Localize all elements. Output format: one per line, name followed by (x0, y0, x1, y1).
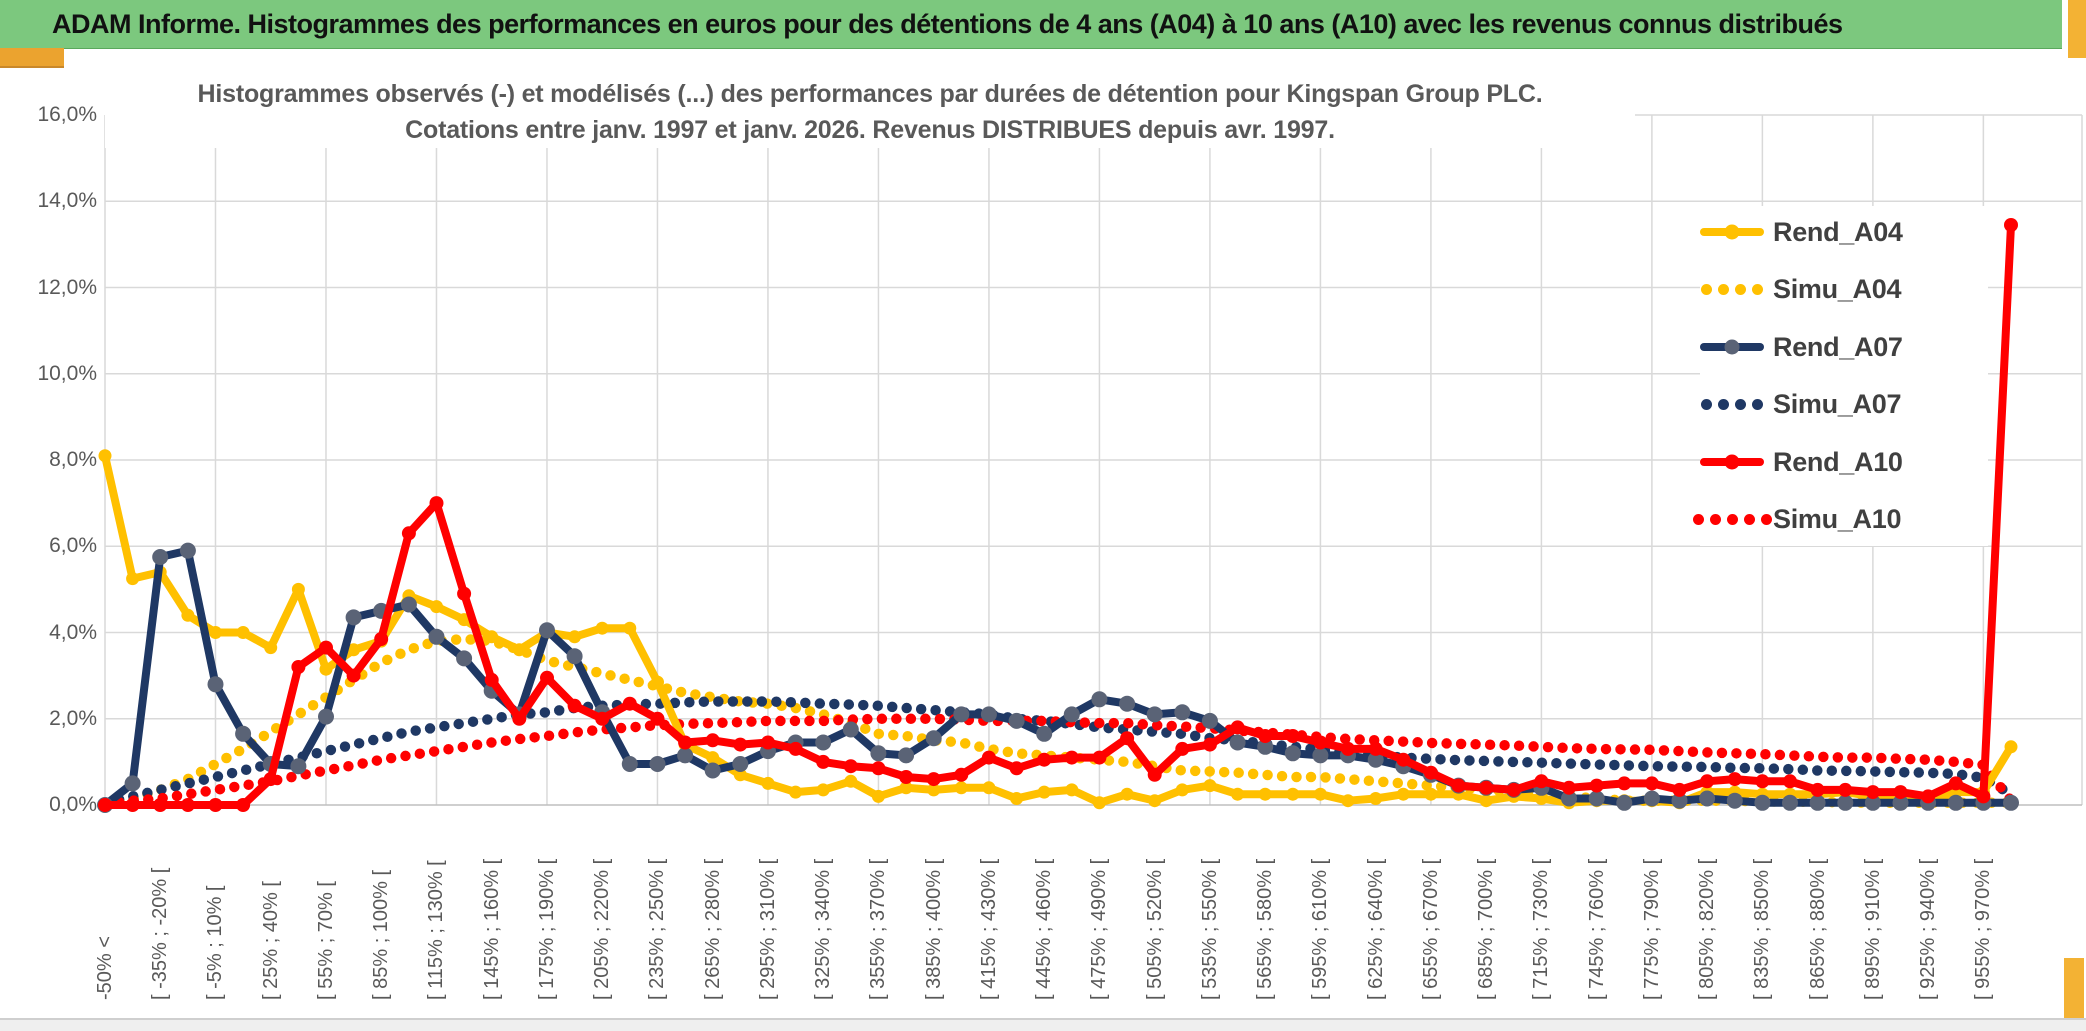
x-tick-label: [ 115% ; 130% [ (425, 860, 448, 1000)
x-tick-label: [ 505% ; 520% [ (1143, 858, 1166, 1000)
x-tick-label: [ 385% ; 400% [ (922, 858, 945, 1000)
x-tick-label: [ 925% ; 940% [ (1917, 858, 1940, 1000)
legend-label: Rend_A07 (1773, 331, 1903, 362)
x-tick-label: [ 175% ; 190% [ (535, 858, 558, 1000)
x-tick-label: [ 25% ; 40% [ (259, 881, 282, 1000)
x-tick-label: [ 595% ; 610% [ (1309, 858, 1332, 1000)
y-tick-label: 4,0% (49, 620, 97, 644)
y-tick-label: 2,0% (49, 706, 97, 730)
x-tick-label: [ -5% ; 10% [ (204, 885, 227, 1001)
x-tick-label: [ 415% ; 430% [ (977, 858, 1000, 1000)
x-tick-label: [ 835% ; 850% [ (1751, 858, 1774, 1000)
y-tick-label: 16,0% (37, 103, 97, 126)
chart-title-line1: Histogrammes observés (-) et modélisés (… (197, 80, 1543, 108)
banner-title: ADAM Informe. Histogrammes des performan… (52, 8, 1843, 39)
x-tick-label: [ 145% ; 160% [ (480, 858, 503, 1000)
x-tick-label: -50% < (94, 936, 116, 1000)
legend-item-simu_a10[interactable]: Simu_A10 (1692, 498, 1988, 542)
y-tick-label: 10,0% (37, 361, 97, 385)
chart-title: Histogrammes observés (-) et modélisés (… (105, 76, 1635, 148)
legend-item-simu_a07[interactable]: Simu_A07 (1700, 383, 1988, 427)
legend-dotted-sample (1692, 514, 1772, 526)
x-tick-label: [ 715% ; 730% [ (1530, 858, 1553, 1000)
x-tick-label: [ 865% ; 880% [ (1806, 858, 1829, 1000)
x-tick-label: [ 295% ; 310% [ (756, 858, 779, 1000)
chart-legend: Rend_A04 Simu_A04 Rend_A07 Simu_A07 Rend_A10… (1692, 206, 1988, 546)
y-tick-label: 8,0% (49, 448, 97, 471)
x-tick-label: [ 265% ; 280% [ (701, 858, 724, 1000)
legend-label: Rend_A10 (1773, 446, 1903, 477)
legend-line-sample (1700, 339, 1764, 355)
x-tick-label: [ 805% ; 820% [ (1696, 858, 1719, 1000)
y-tick-label: 14,0% (37, 189, 97, 213)
legend-label: Simu_A07 (1773, 389, 1902, 420)
x-tick-label: [ 445% ; 460% [ (1033, 858, 1056, 1000)
x-tick-label: [ 475% ; 490% [ (1088, 858, 1111, 1000)
title-banner: ADAM Informe. Histogrammes des performan… (0, 0, 2062, 49)
x-tick-label: [ 565% ; 580% [ (1254, 858, 1277, 1000)
x-tick-label: [ 625% ; 640% [ (1364, 858, 1387, 1000)
x-tick-label: [ 895% ; 910% [ (1861, 858, 1884, 1000)
legend-item-rend_a07[interactable]: Rend_A07 (1700, 325, 1988, 369)
legend-label: Simu_A04 (1773, 274, 1902, 305)
gold-corner-accent (0, 48, 64, 68)
x-tick-label: [ 745% ; 760% [ (1585, 858, 1608, 1000)
x-tick-label: [ 85% ; 100% [ (370, 869, 393, 1000)
x-tick-label: [ 355% ; 370% [ (867, 858, 890, 1000)
legend-item-rend_a10[interactable]: Rend_A10 (1700, 440, 1988, 484)
legend-label: Rend_A04 (1773, 216, 1903, 247)
legend-item-simu_a04[interactable]: Simu_A04 (1700, 268, 1988, 312)
bottom-separator (0, 1018, 2086, 1031)
legend-line-sample (1700, 454, 1764, 470)
legend-dotted-sample (1700, 284, 1764, 296)
legend-dotted-sample (1700, 399, 1764, 411)
chart-title-line2: Cotations entre janv. 1997 et janv. 2026… (405, 116, 1335, 144)
x-tick-label: [ 955% ; 970% [ (1972, 858, 1995, 1000)
x-tick-label: [ 235% ; 250% [ (646, 858, 669, 1000)
x-tick-label: [ 325% ; 340% [ (812, 858, 835, 1000)
legend-label: Simu_A10 (1773, 504, 1902, 535)
x-tick-label: [ 685% ; 700% [ (1475, 858, 1498, 1000)
x-tick-label: [ 655% ; 670% [ (1419, 858, 1442, 1000)
y-tick-label: 6,0% (49, 534, 97, 558)
y-tick-label: 0,0% (49, 793, 97, 816)
gold-right-stripe-top (2068, 0, 2086, 58)
legend-item-rend_a04[interactable]: Rend_A04 (1700, 210, 1988, 254)
x-tick-label: [ -35% ; -20% [ (149, 867, 172, 1000)
gold-right-stripe-bottom (2064, 958, 2084, 1020)
x-tick-label: [ 535% ; 550% [ (1198, 858, 1221, 1000)
x-tick-label: [ 205% ; 220% [ (591, 858, 614, 1000)
y-tick-label: 12,0% (37, 275, 97, 299)
legend-line-sample (1700, 224, 1764, 240)
x-tick-label: [ 775% ; 790% [ (1640, 858, 1663, 1000)
x-tick-label: [ 55% ; 70% [ (314, 881, 337, 1000)
